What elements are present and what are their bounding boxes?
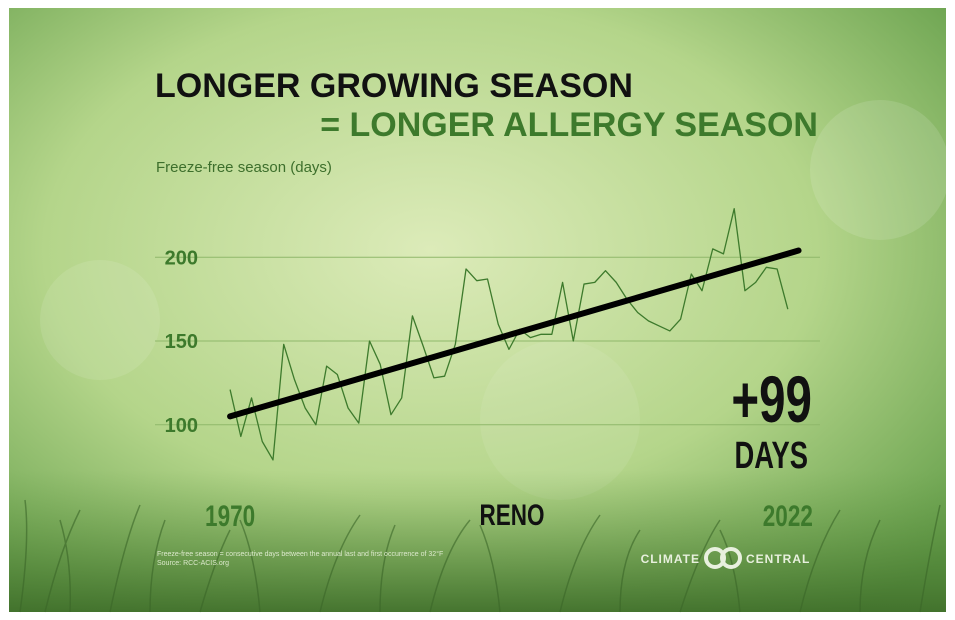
y-axis-label: Freeze-free season (days) xyxy=(156,159,332,176)
y-tick-label: 200 xyxy=(165,247,198,269)
bokeh xyxy=(40,260,160,380)
chart-subtitle: = LONGER ALLERGY SEASON xyxy=(320,106,818,144)
chart-title: LONGER GROWING SEASON xyxy=(155,67,633,105)
y-tick-label: 100 xyxy=(165,415,198,437)
logo-text: CLIMATE xyxy=(641,552,700,566)
chart: LONGER GROWING SEASON = LONGER ALLERGY S… xyxy=(0,0,955,620)
location-label: RENO xyxy=(480,498,545,532)
bokeh xyxy=(810,100,950,240)
y-tick-label: 150 xyxy=(165,331,198,353)
annotation-unit: DAYS xyxy=(734,435,808,477)
footnote: Source: RCC-ACIS.org xyxy=(157,560,229,567)
annotation-value: +99 xyxy=(731,363,812,436)
logo-text: CENTRAL xyxy=(746,552,810,566)
footnote: Freeze-free season = consecutive days be… xyxy=(157,550,443,558)
x-tick-label: 2022 xyxy=(763,499,813,533)
x-tick-label: 1970 xyxy=(205,499,255,533)
